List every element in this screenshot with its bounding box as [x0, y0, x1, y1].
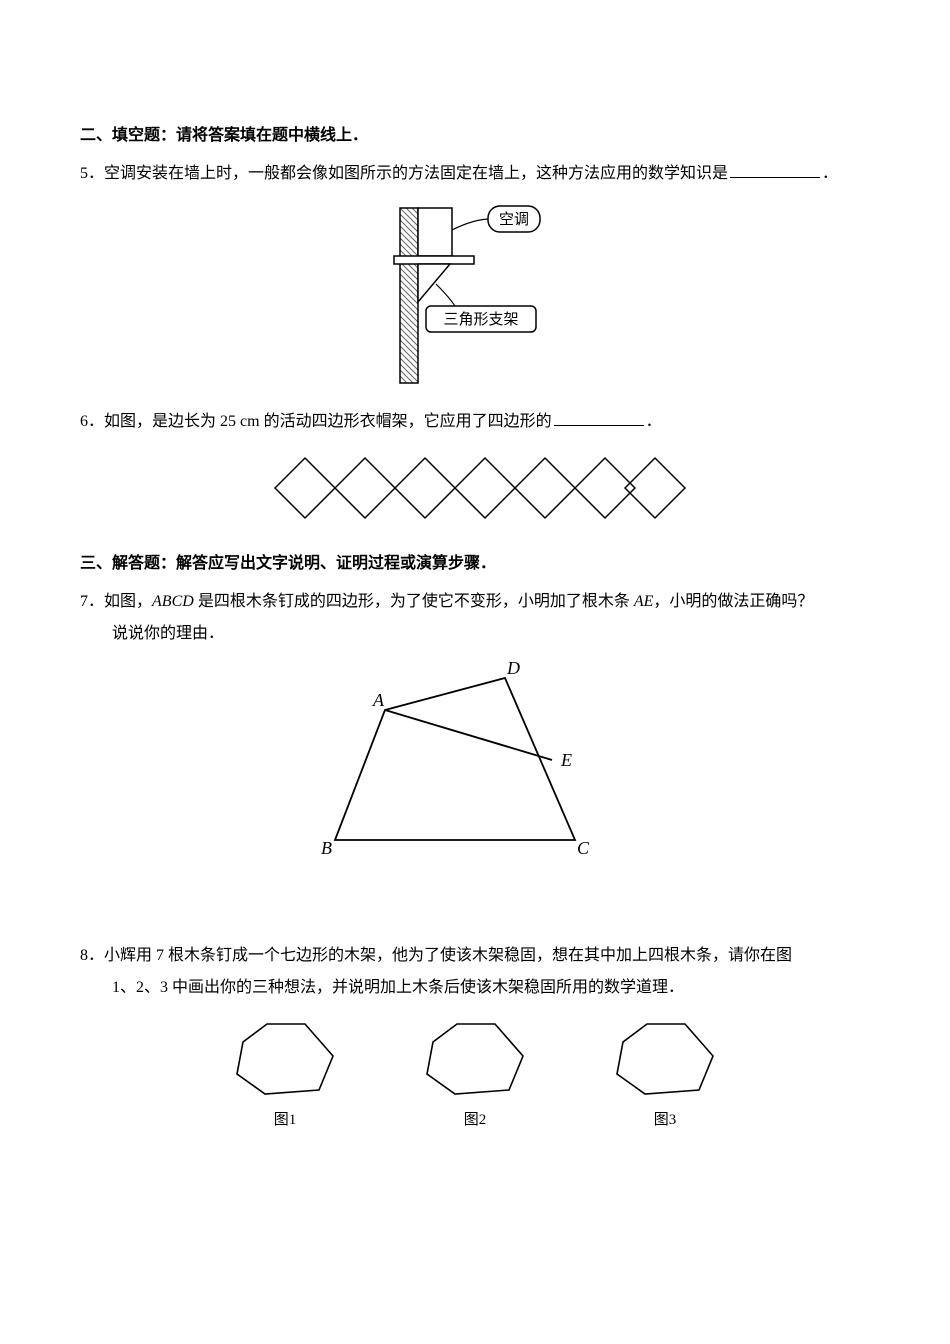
q7-figure: A B C D E [80, 660, 870, 870]
q5-label-ac: 空调 [499, 211, 529, 228]
question-8: 8．小辉用 7 根木条钉成一个七边形的木架，他为了使该木架稳固，想在其中加上四根… [80, 940, 870, 1004]
q5-text-before: 空调安装在墙上时，一般都会像如图所示的方法固定在墙上，这种方法应用的数学知识是 [104, 165, 728, 182]
q7-label-B: B [321, 838, 332, 858]
q5-text-after: ． [822, 165, 838, 182]
q5-svg: 空调 三角形支架 [380, 200, 570, 390]
q7-line1a: 如图， [104, 593, 152, 610]
q7-svg: A B C D E [305, 660, 645, 870]
q8-fig2: 图2 [415, 1016, 535, 1135]
question-6: 6．如图，是边长为 25 cm 的活动四边形衣帽架，它应用了四边形的 ． [80, 406, 870, 438]
q7-ae: AE [634, 593, 654, 610]
q8-line2: 1、2、3 中画出你的三种想法，并说明加上木条后使该木架稳固所用的数学道理． [80, 972, 870, 1004]
q8-number: 8． [80, 947, 104, 964]
q8-figures: 图1 图2 图3 [80, 1016, 870, 1135]
q7-line1b: 是四根木条钉成的四边形，为了使它不变形，小明加了根木条 [194, 593, 634, 610]
q7-line1c: ，小明的做法正确吗？ [653, 593, 813, 610]
q5-figure: 空调 三角形支架 [80, 200, 870, 390]
q7-abcd: ABCD [152, 593, 194, 610]
q7-label-C: C [577, 838, 590, 858]
q7-label-D: D [506, 660, 520, 678]
q7-number: 7． [80, 593, 104, 610]
q6-text-before: 如图，是边长为 25 cm 的活动四边形衣帽架，它应用了四边形的 [104, 413, 552, 430]
q6-text-after: ． [646, 413, 662, 430]
q8-fig3: 图3 [605, 1016, 725, 1135]
q7-label-E: E [560, 750, 572, 770]
q8-line1: 小辉用 7 根木条钉成一个七边形的木架，他为了使该木架稳固，想在其中加上四根木条… [104, 947, 792, 964]
section2-heading: 二、填空题：请将答案填在题中横线上． [80, 120, 870, 152]
q5-blank [730, 161, 820, 178]
q8-fig1-label: 图1 [274, 1105, 297, 1135]
q7-line2: 说说你的理由． [80, 618, 870, 650]
question-5: 5．空调安装在墙上时，一般都会像如图所示的方法固定在墙上，这种方法应用的数学知识… [80, 158, 870, 190]
q8-fig3-label: 图3 [654, 1105, 677, 1135]
q5-label-bracket: 三角形支架 [443, 311, 518, 328]
section3-heading: 三、解答题：解答应写出文字说明、证明过程或演算步骤． [80, 548, 870, 580]
q8-fig1: 图1 [225, 1016, 345, 1135]
q8-fig2-label: 图2 [464, 1105, 487, 1135]
q6-figure [80, 448, 870, 528]
q7-label-A: A [372, 690, 385, 710]
q6-blank [554, 409, 644, 426]
q6-svg [260, 448, 690, 528]
question-7: 7．如图，ABCD 是四根木条钉成的四边形，为了使它不变形，小明加了根木条 AE… [80, 586, 870, 650]
q6-number: 6． [80, 413, 104, 430]
page: 二、填空题：请将答案填在题中横线上． 5．空调安装在墙上时，一般都会像如图所示的… [0, 0, 950, 1344]
q5-number: 5． [80, 165, 104, 182]
